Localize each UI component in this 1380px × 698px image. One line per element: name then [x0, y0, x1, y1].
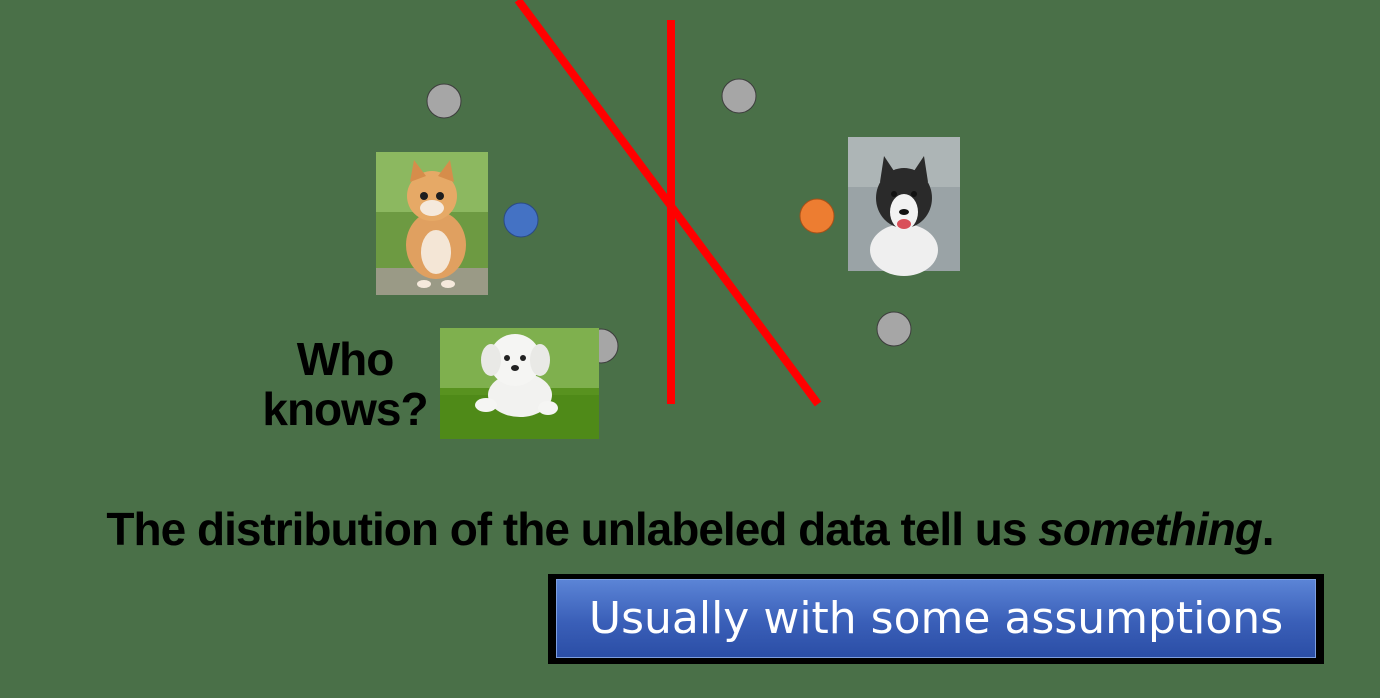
dog-point — [799, 198, 835, 234]
cat-point — [503, 202, 539, 238]
who-knows-label: Who knows? — [250, 334, 440, 434]
caption-emphasis: something — [1038, 503, 1263, 555]
unlabeled-point — [721, 78, 757, 114]
unlabeled-points — [426, 78, 912, 364]
caption-end: . — [1261, 503, 1275, 555]
husky-photo — [848, 137, 960, 276]
caption: The distribution of the unlabeled data t… — [0, 502, 1380, 556]
who-knows-line2: knows? — [262, 383, 428, 435]
cat-photo — [376, 152, 488, 295]
unlabeled-point — [876, 311, 912, 347]
puppy-photo — [440, 328, 599, 439]
assumption-text: Usually with some assumptions — [556, 579, 1316, 658]
decision-boundary-diagonal — [514, 0, 822, 407]
assumption-box: Usually with some assumptions — [548, 574, 1324, 664]
unlabeled-point — [426, 83, 462, 119]
who-knows-line1: Who — [296, 333, 395, 385]
caption-main: The distribution of the unlabeled data t… — [106, 503, 1039, 555]
